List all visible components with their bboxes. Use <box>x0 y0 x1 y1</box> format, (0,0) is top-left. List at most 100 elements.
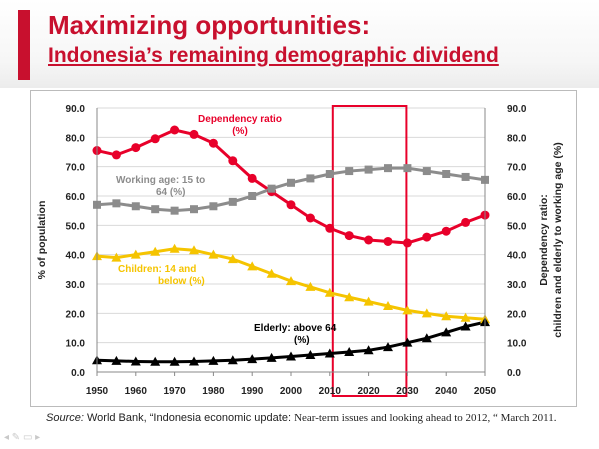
y-right-tick-label: 70.0 <box>507 163 527 174</box>
x-tick-label: 1970 <box>163 386 186 397</box>
working-age-label-line2: 64 (%) <box>156 187 185 198</box>
y-left-tick-label: 60.0 <box>66 192 86 203</box>
dependency-ratio-point <box>247 173 257 183</box>
y-left-tick-label: 70.0 <box>66 163 86 174</box>
y-left-tick-label: 90.0 <box>66 104 86 115</box>
working-age-point <box>131 202 140 211</box>
working-age-point <box>287 178 295 187</box>
dependency-ratio-point <box>131 143 141 153</box>
children-point <box>266 268 277 278</box>
working-age-point <box>151 205 160 214</box>
elderly-point <box>111 355 122 365</box>
y-right-axis-title-line2: children and elderly to working age (%) <box>552 142 564 337</box>
title-bar <box>0 0 599 88</box>
dependency-ratio-point <box>170 125 180 135</box>
elderly-point <box>305 349 316 359</box>
highlight-box <box>331 105 408 397</box>
children-point <box>383 301 393 310</box>
dependency-ratio-point <box>150 134 160 144</box>
elderly-point <box>402 337 413 347</box>
slide-subtitle-text: Indonesia’s remaining demographic divide… <box>48 44 499 67</box>
children-point <box>189 245 199 255</box>
source-text-serif: Near-term issues and looking ahead to 20… <box>294 412 557 424</box>
y-right-tick-label: 10.0 <box>507 339 527 350</box>
working-age-point <box>170 206 179 215</box>
children-point <box>324 287 335 297</box>
working-age-point <box>228 197 237 206</box>
x-tick-label: 2000 <box>280 386 303 397</box>
dependency-ratio-point <box>344 231 354 241</box>
working-age-point <box>190 205 198 214</box>
x-tick-label: 1960 <box>125 386 148 397</box>
children-point <box>150 246 161 256</box>
slide-nav-icons[interactable]: ◂ ✎ ▭ ▸ <box>4 432 41 443</box>
dependency-ratio-point <box>208 138 218 148</box>
dependency-ratio-label-line1: Dependency ratio <box>198 114 282 125</box>
children-point <box>169 243 180 253</box>
working-age-point <box>384 164 392 173</box>
y-left-tick-label: 20.0 <box>66 309 86 320</box>
y-left-tick-label: 10.0 <box>66 339 86 350</box>
dependency-ratio-label-line2: (%) <box>232 126 248 137</box>
working-age-point <box>422 167 431 176</box>
children-point <box>460 312 471 322</box>
highlight-group <box>331 105 408 397</box>
children-point <box>111 252 122 262</box>
dependency-ratio-point <box>305 213 315 223</box>
working-age-point <box>209 202 218 211</box>
y-right-tick-label: 30.0 <box>507 280 527 291</box>
elderly-point <box>169 356 180 366</box>
working-age-point <box>364 165 373 174</box>
children-point <box>227 254 238 264</box>
elderly-label-line2: (%) <box>294 335 310 346</box>
elderly-point <box>421 333 432 343</box>
working-age-point <box>112 199 121 208</box>
dependency-ratio-point <box>402 238 412 248</box>
children-point <box>441 311 452 321</box>
y-right-tick-label: 40.0 <box>507 251 527 262</box>
source-label: Source: <box>46 412 84 424</box>
working-age-label-line1: Working age: 15 to <box>116 175 205 186</box>
children-point <box>247 261 258 271</box>
elderly-point <box>130 356 141 366</box>
dependency-ratio-point <box>461 217 471 227</box>
y-right-tick-label: 0.0 <box>507 368 521 379</box>
dependency-ratio-point <box>189 129 199 139</box>
dependency-ratio-point <box>383 236 393 246</box>
x-tick-label: 1950 <box>86 386 109 397</box>
source-note: Source: World Bank, “Indonesia economic … <box>46 412 556 424</box>
y-right-tick-label: 60.0 <box>507 192 527 203</box>
y-left-tick-label: 0.0 <box>71 368 85 379</box>
x-tick-label: 2010 <box>319 386 342 397</box>
dependency-ratio-point <box>422 232 432 242</box>
elderly-label-line1: Elderly: above 64 <box>254 323 337 334</box>
x-tick-label: 2020 <box>357 386 380 397</box>
y-right-tick-label: 50.0 <box>507 221 527 232</box>
working-age-point <box>442 170 451 178</box>
slide-subtitle: Indonesia’s remaining demographic divide… <box>48 44 499 68</box>
children-point <box>421 308 432 318</box>
y-left-tick-label: 30.0 <box>66 280 86 291</box>
working-age-point <box>306 174 315 183</box>
elderly-point <box>286 351 296 361</box>
elderly-point <box>460 321 471 331</box>
working-age-point <box>461 172 470 181</box>
slide-title: Maximizing opportunities: <box>48 10 371 40</box>
elderly-point <box>208 355 219 365</box>
title-accent-bar <box>18 10 30 80</box>
children-point <box>130 249 141 259</box>
elderly-point <box>363 345 374 355</box>
children-point <box>208 249 219 259</box>
working-age-point <box>267 184 276 193</box>
chart-axes: 90.0 80.0 70.0 60.0 50.0 40.0 30.0 20.0 10.0 0.0 9… <box>36 104 564 397</box>
dependency-ratio-point <box>111 150 121 160</box>
dependency-ratio-point <box>441 226 451 236</box>
dependency-ratio-point <box>228 156 238 166</box>
working-age-point <box>325 170 334 178</box>
y-right-tick-label: 80.0 <box>507 133 527 144</box>
dependency-ratio-point <box>325 223 335 233</box>
source-text: World Bank, “Indonesia economic update: <box>83 412 295 424</box>
y-left-tick-label: 50.0 <box>66 221 86 232</box>
chart-labels: Dependency ratio(%)Working age: 15 to64 … <box>116 114 337 346</box>
